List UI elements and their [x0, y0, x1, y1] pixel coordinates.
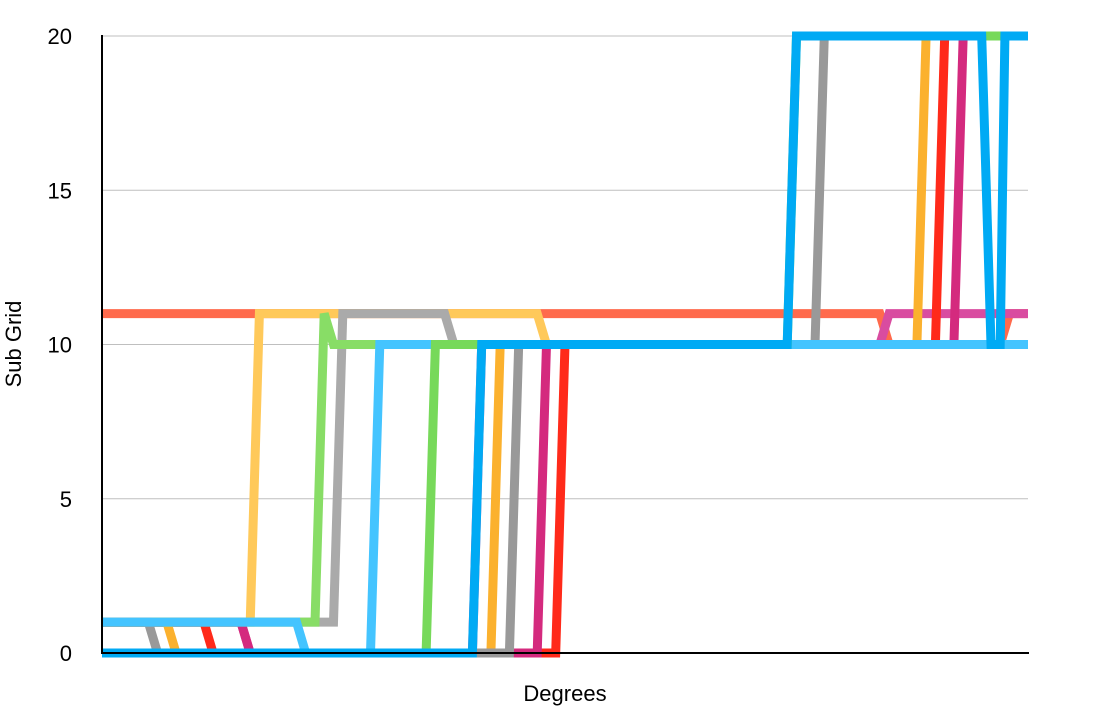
y-tick-label: 0: [60, 641, 72, 666]
y-tick-labels: 0 5 10 15 20: [48, 24, 72, 666]
series-line-5: [102, 31, 1028, 658]
series-line-12: [102, 31, 1028, 658]
y-axis-title: Sub Grid: [1, 301, 26, 388]
y-tick-label: 15: [48, 178, 72, 203]
x-axis-title: Degrees: [523, 681, 606, 706]
axes: [101, 35, 1029, 654]
series-line-9: [102, 31, 1028, 658]
y-tick-label: 5: [60, 487, 72, 512]
y-tick-label: 10: [48, 333, 72, 358]
series-line-6: [102, 31, 1028, 658]
series-line-7: [102, 31, 1028, 658]
y-tick-label: 20: [48, 24, 72, 49]
